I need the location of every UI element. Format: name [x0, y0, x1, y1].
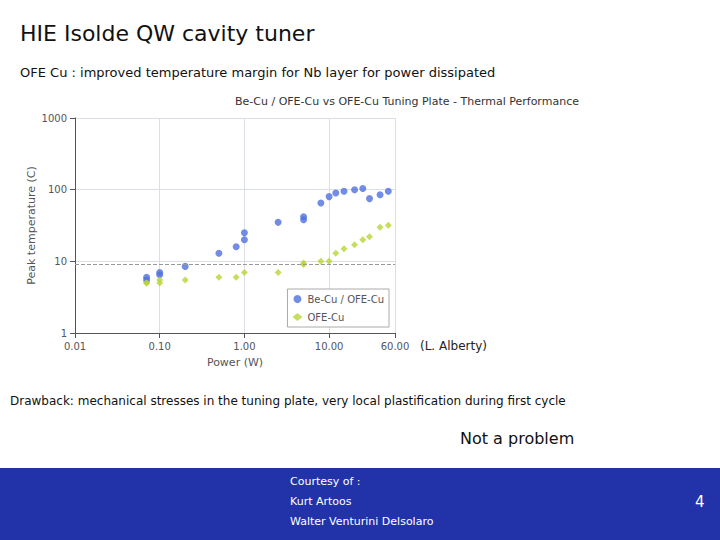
svg-text:100: 100	[48, 184, 67, 195]
svg-text:(L. Alberty): (L. Alberty)	[420, 339, 487, 353]
svg-text:Walter Venturini Delsolaro: Walter Venturini Delsolaro	[290, 515, 434, 528]
svg-text:10.00: 10.00	[315, 341, 344, 352]
svg-text:1: 1	[61, 328, 67, 339]
svg-text:Be-Cu / OFE-Cu: Be-Cu / OFE-Cu	[307, 294, 384, 305]
svg-text:1000: 1000	[42, 113, 67, 124]
svg-text:1.00: 1.00	[233, 341, 255, 352]
svg-text:OFE Cu : improved temperature: OFE Cu : improved temperature margin for…	[20, 65, 495, 80]
svg-text:0.01: 0.01	[64, 341, 86, 352]
svg-text:HIE Isolde QW cavity tuner: HIE Isolde QW cavity tuner	[20, 21, 315, 46]
svg-text:Drawback: mechanical stresses: Drawback: mechanical stresses in the tun…	[10, 394, 566, 408]
svg-text:Power (W): Power (W)	[207, 356, 263, 369]
svg-text:4: 4	[695, 493, 705, 511]
svg-text:Be-Cu / OFE-Cu vs OFE-Cu Tunin: Be-Cu / OFE-Cu vs OFE-Cu Tuning Plate - …	[235, 95, 579, 108]
svg-text:Courtesy of :: Courtesy of :	[290, 475, 361, 488]
svg-text:60.00: 60.00	[381, 341, 410, 352]
svg-text:OFE-Cu: OFE-Cu	[307, 312, 344, 323]
svg-text:Not a problem: Not a problem	[460, 429, 574, 448]
svg-text:0.10: 0.10	[149, 341, 171, 352]
svg-text:10: 10	[54, 256, 67, 267]
svg-text:Kurt Artoos: Kurt Artoos	[290, 495, 352, 508]
svg-text:Peak temperature (C): Peak temperature (C)	[25, 166, 38, 285]
